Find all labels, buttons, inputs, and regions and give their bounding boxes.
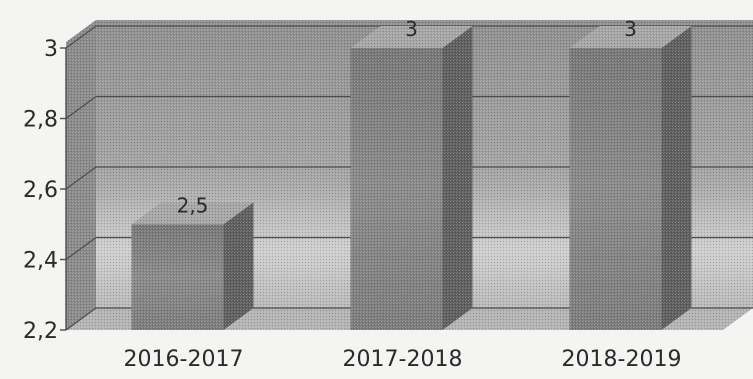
data-label: 3 xyxy=(405,17,418,41)
bar-side-texture xyxy=(442,26,473,330)
y-tick-label: 2,4 xyxy=(23,249,58,274)
data-label: 3 xyxy=(624,17,637,41)
gridline-side xyxy=(65,166,97,190)
x-tick-label: 2018-2019 xyxy=(562,347,682,372)
gridline-side xyxy=(65,25,97,49)
data-label: 2,5 xyxy=(177,193,209,217)
gridline-side xyxy=(65,237,97,260)
bar-texture xyxy=(350,48,443,330)
gridline-side xyxy=(65,96,97,119)
x-tick-label: 2017-2018 xyxy=(343,347,463,372)
y-tick-label: 3 xyxy=(44,37,58,62)
y-tick-label: 2,6 xyxy=(23,178,58,203)
bar-side-texture xyxy=(223,202,254,330)
y-tick-label: 2,2 xyxy=(23,319,58,344)
bar-texture xyxy=(569,48,662,330)
bar-texture xyxy=(131,224,224,330)
chart-side-wall-texture xyxy=(66,20,96,330)
x-tick-label: 2016-2017 xyxy=(124,347,244,372)
bar-top-texture xyxy=(131,202,254,225)
y-tick-label: 2,8 xyxy=(23,108,58,133)
bar-side-texture xyxy=(661,26,692,330)
bar-top-texture xyxy=(350,26,473,48)
gridline-side xyxy=(65,307,97,331)
bar-top-texture xyxy=(569,26,692,48)
